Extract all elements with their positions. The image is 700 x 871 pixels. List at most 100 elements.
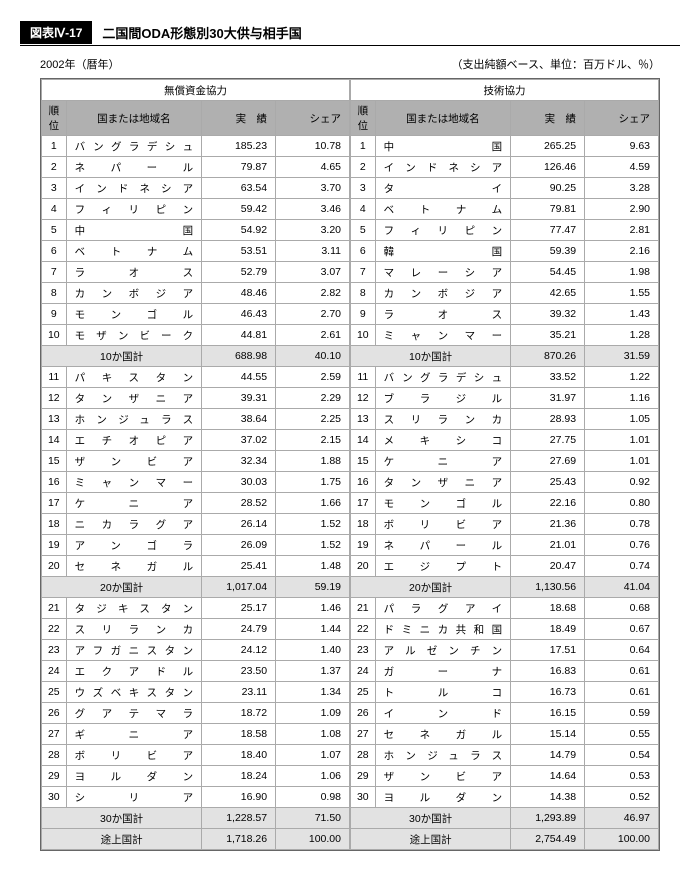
table-row: 21 タジキスタン 25.17 1.46 — [42, 598, 350, 619]
result-cell: 42.65 — [511, 283, 585, 304]
rank-cell: 14 — [42, 430, 67, 451]
table-row: 18 ニカラグア 26.14 1.52 — [42, 514, 350, 535]
summary-label: 20か国計 — [351, 577, 511, 598]
share-cell: 1.66 — [276, 493, 350, 514]
share-cell: 1.88 — [276, 451, 350, 472]
summary-share: 100.00 — [276, 829, 350, 850]
col-share: シェア — [585, 101, 659, 136]
result-cell: 30.03 — [202, 472, 276, 493]
result-cell: 126.46 — [511, 157, 585, 178]
result-cell: 16.90 — [202, 787, 276, 808]
result-cell: 32.34 — [202, 451, 276, 472]
share-cell: 1.55 — [585, 283, 659, 304]
country-cell: ラオス — [66, 262, 202, 283]
result-cell: 23.50 — [202, 661, 276, 682]
rank-cell: 12 — [42, 388, 67, 409]
table-row: 7 マレーシア 54.45 1.98 — [351, 262, 659, 283]
share-cell: 1.52 — [276, 514, 350, 535]
table-row: 19 ネパール 21.01 0.76 — [351, 535, 659, 556]
result-cell: 18.49 — [511, 619, 585, 640]
result-cell: 18.24 — [202, 766, 276, 787]
country-cell: タジキスタン — [66, 598, 202, 619]
right-section-title: 技術協力 — [351, 80, 659, 101]
result-cell: 39.32 — [511, 304, 585, 325]
share-cell: 0.61 — [585, 661, 659, 682]
result-cell: 79.81 — [511, 199, 585, 220]
rank-cell: 4 — [351, 199, 376, 220]
rank-cell: 25 — [351, 682, 376, 703]
table-row: 7 ラオス 52.79 3.07 — [42, 262, 350, 283]
summary-label: 30か国計 — [351, 808, 511, 829]
summary-result: 1,017.04 — [202, 577, 276, 598]
share-cell: 3.70 — [276, 178, 350, 199]
right-body: 1 中国 265.25 9.63 2 インドネシア 126.46 4.59 3 … — [351, 136, 659, 850]
country-cell: ケニア — [375, 451, 511, 472]
result-cell: 18.40 — [202, 745, 276, 766]
result-cell: 23.11 — [202, 682, 276, 703]
rank-cell: 23 — [42, 640, 67, 661]
summary-result: 1,130.56 — [511, 577, 585, 598]
rank-cell: 27 — [42, 724, 67, 745]
result-cell: 28.93 — [511, 409, 585, 430]
country-cell: 中国 — [375, 136, 511, 157]
share-cell: 3.07 — [276, 262, 350, 283]
country-cell: ガーナ — [375, 661, 511, 682]
summary-label: 10か国計 — [351, 346, 511, 367]
table-row: 18 ボリビア 21.36 0.78 — [351, 514, 659, 535]
summary-result: 688.98 — [202, 346, 276, 367]
table-row: 3 タイ 90.25 3.28 — [351, 178, 659, 199]
share-cell: 0.68 — [585, 598, 659, 619]
country-cell: アンゴラ — [66, 535, 202, 556]
share-cell: 3.11 — [276, 241, 350, 262]
country-cell: エジプト — [375, 556, 511, 577]
result-cell: 185.23 — [202, 136, 276, 157]
share-cell: 2.90 — [585, 199, 659, 220]
summary-share: 59.19 — [276, 577, 350, 598]
table-row: 15 ケニア 27.69 1.01 — [351, 451, 659, 472]
table-row: 29 ザンビア 14.64 0.53 — [351, 766, 659, 787]
title-tag: 図表Ⅳ-17 — [20, 21, 92, 44]
country-cell: トルコ — [375, 682, 511, 703]
table-row: 22 スリランカ 24.79 1.44 — [42, 619, 350, 640]
share-cell: 0.53 — [585, 766, 659, 787]
meta-left: 2002年（暦年） — [40, 56, 119, 72]
rank-cell: 14 — [351, 430, 376, 451]
table-row: 24 エクアドル 23.50 1.37 — [42, 661, 350, 682]
summary-share: 40.10 — [276, 346, 350, 367]
table-row: 25 ウズベキスタン 23.11 1.34 — [42, 682, 350, 703]
rank-cell: 7 — [42, 262, 67, 283]
result-cell: 44.55 — [202, 367, 276, 388]
rank-cell: 20 — [351, 556, 376, 577]
result-cell: 16.73 — [511, 682, 585, 703]
share-cell: 1.28 — [585, 325, 659, 346]
share-cell: 2.15 — [276, 430, 350, 451]
country-cell: マレーシア — [375, 262, 511, 283]
country-cell: ラオス — [375, 304, 511, 325]
share-cell: 1.06 — [276, 766, 350, 787]
country-cell: アルゼンチン — [375, 640, 511, 661]
rank-cell: 21 — [351, 598, 376, 619]
country-cell: フィリピン — [66, 199, 202, 220]
summary-result: 1,228.57 — [202, 808, 276, 829]
share-cell: 2.59 — [276, 367, 350, 388]
result-cell: 53.51 — [202, 241, 276, 262]
table-row: 16 タンザニア 25.43 0.92 — [351, 472, 659, 493]
country-cell: シリア — [66, 787, 202, 808]
result-cell: 90.25 — [511, 178, 585, 199]
rank-cell: 1 — [351, 136, 376, 157]
rank-cell: 21 — [42, 598, 67, 619]
summary-row: 30か国計 1,228.57 71.50 — [42, 808, 350, 829]
rank-cell: 13 — [351, 409, 376, 430]
share-cell: 2.70 — [276, 304, 350, 325]
rank-cell: 11 — [42, 367, 67, 388]
result-cell: 18.58 — [202, 724, 276, 745]
summary-row: 30か国計 1,293.89 46.97 — [351, 808, 659, 829]
country-cell: セネガル — [66, 556, 202, 577]
rank-cell: 9 — [42, 304, 67, 325]
share-cell: 0.54 — [585, 745, 659, 766]
title-bar: 図表Ⅳ-17 二国間ODA形態別30大供与相手国 — [20, 20, 680, 46]
share-cell: 1.44 — [276, 619, 350, 640]
country-cell: セネガル — [375, 724, 511, 745]
result-cell: 46.43 — [202, 304, 276, 325]
title-text: 二国間ODA形態別30大供与相手国 — [92, 20, 311, 45]
